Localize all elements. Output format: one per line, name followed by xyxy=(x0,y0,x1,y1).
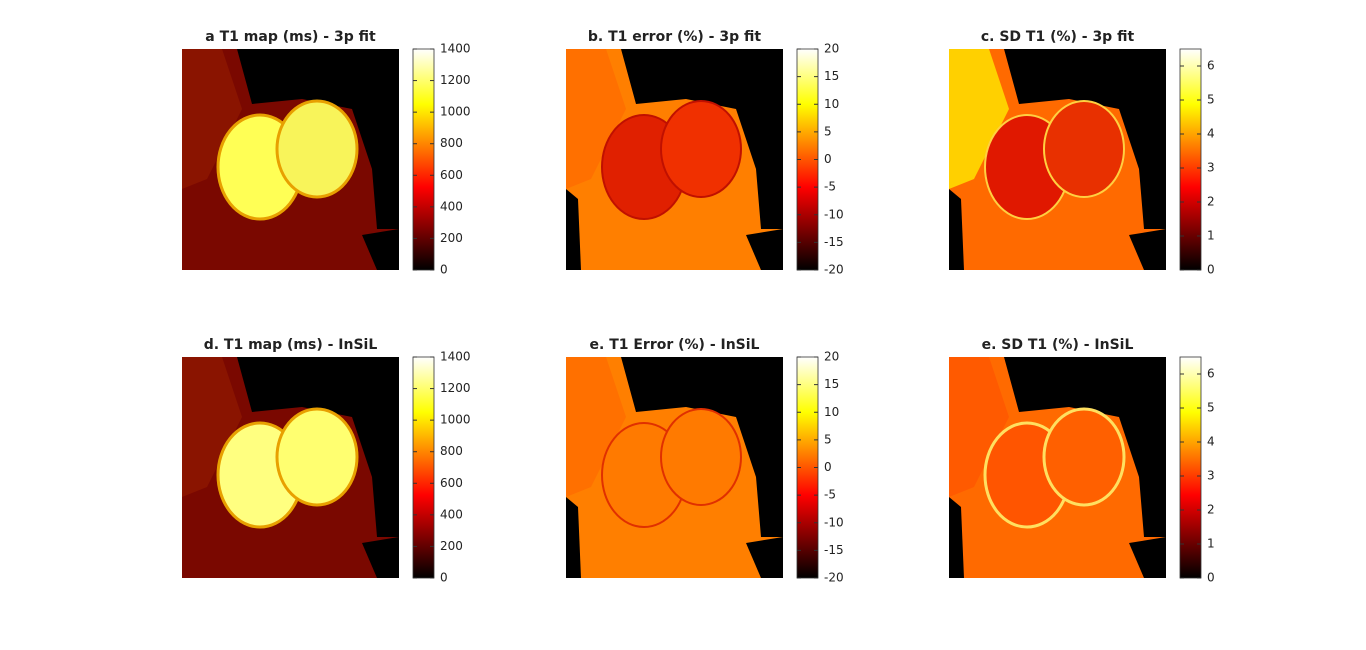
colorbar-tick-label: 0 xyxy=(1207,263,1215,277)
colorbar-tick-label: 5 xyxy=(824,124,832,138)
colorbar-tick-label: 10 xyxy=(824,97,839,111)
image-background xyxy=(949,497,964,578)
image-background xyxy=(362,229,399,270)
colorbar-tick-label: 4 xyxy=(1207,435,1215,449)
colorbar-tick-label: 600 xyxy=(440,168,463,182)
image-background xyxy=(237,357,399,537)
colorbar-tick-label: 1400 xyxy=(440,350,471,364)
image-background xyxy=(621,357,783,537)
colorbar-tick-label: 1400 xyxy=(440,42,471,56)
colorbar-tick-label: -10 xyxy=(824,515,844,529)
image-background xyxy=(1004,357,1166,537)
colorbar-tick-label: 2 xyxy=(1207,503,1215,517)
image-background xyxy=(362,537,399,578)
colorbar-tick-label: 1 xyxy=(1207,229,1215,243)
image-panel xyxy=(566,49,783,270)
colorbar-tick-label: 600 xyxy=(440,476,463,490)
colorbar xyxy=(1179,356,1202,579)
colorbar-tick-label: 5 xyxy=(824,432,832,446)
colorbar-tick-label: -15 xyxy=(824,543,844,557)
colorbar-tick-label: -10 xyxy=(824,207,844,221)
panel-title: c. SD T1 (%) - 3p fit xyxy=(981,29,1135,45)
colorbar-tick-label: 800 xyxy=(440,444,463,458)
image-strip xyxy=(566,49,626,189)
colorbar xyxy=(412,356,435,579)
colorbar-tick-label: 800 xyxy=(440,136,463,150)
colorbar-tick-label: 1000 xyxy=(440,105,471,119)
colorbar-tick-label: 0 xyxy=(824,460,832,474)
colorbar xyxy=(412,48,435,271)
panel-title: e. SD T1 (%) - InSiL xyxy=(982,337,1134,353)
colorbar-tick-label: 1200 xyxy=(440,381,471,395)
panel-title: d. T1 map (ms) - InSiL xyxy=(204,337,378,353)
image-background xyxy=(1004,49,1166,229)
colorbar-tick-label: 6 xyxy=(1207,59,1215,73)
colorbar-tick-label: 200 xyxy=(440,231,463,245)
image-background xyxy=(1129,229,1166,270)
colorbar-tick-label: 0 xyxy=(440,263,448,277)
panel-title: b. T1 error (%) - 3p fit xyxy=(588,29,761,45)
colorbar-tick-label: 400 xyxy=(440,199,463,213)
colorbar-tick-label: 5 xyxy=(1207,93,1215,107)
colorbar-tick-label: 400 xyxy=(440,507,463,521)
image-chamber xyxy=(660,100,742,198)
colorbar xyxy=(1179,48,1202,271)
image-background xyxy=(746,229,783,270)
panel-title: e. T1 Error (%) - InSiL xyxy=(590,337,760,353)
image-chamber xyxy=(1043,100,1125,198)
image-chamber xyxy=(660,408,742,506)
colorbar-tick-label: 200 xyxy=(440,539,463,553)
image-chamber xyxy=(275,407,359,507)
image-background xyxy=(566,189,581,270)
image-background xyxy=(566,497,581,578)
colorbar-tick-label: -15 xyxy=(824,235,844,249)
image-panel xyxy=(949,357,1166,578)
colorbar-tick-label: 0 xyxy=(1207,571,1215,585)
image-background xyxy=(1129,537,1166,578)
colorbar-tick-label: 15 xyxy=(824,377,839,391)
colorbar-tick-label: 15 xyxy=(824,69,839,83)
image-chamber xyxy=(1042,407,1126,507)
colorbar-tick-label: -20 xyxy=(824,263,844,277)
image-chamber xyxy=(275,99,359,199)
colorbar-tick-label: 20 xyxy=(824,350,839,364)
colorbar-tick-label: 20 xyxy=(824,42,839,56)
image-panel xyxy=(566,357,783,578)
colorbar-tick-label: 3 xyxy=(1207,161,1215,175)
image-panel xyxy=(182,357,399,578)
image-strip xyxy=(566,357,626,497)
colorbar-tick-label: 1 xyxy=(1207,537,1215,551)
image-background xyxy=(621,49,783,229)
image-background xyxy=(949,189,964,270)
colorbar-tick-label: 3 xyxy=(1207,469,1215,483)
colorbar-tick-label: -5 xyxy=(824,180,836,194)
image-background xyxy=(237,49,399,229)
image-strip xyxy=(182,49,242,189)
image-panel xyxy=(182,49,399,270)
colorbar-tick-label: 6 xyxy=(1207,367,1215,381)
colorbar-tick-label: 2 xyxy=(1207,195,1215,209)
image-strip xyxy=(949,49,1009,189)
colorbar-tick-label: -5 xyxy=(824,488,836,502)
image-background xyxy=(746,537,783,578)
panel-title: a T1 map (ms) - 3p fit xyxy=(205,29,376,45)
colorbar-tick-label: 1000 xyxy=(440,413,471,427)
colorbar-tick-label: 5 xyxy=(1207,401,1215,415)
image-strip xyxy=(949,357,1009,497)
colorbar-tick-label: 4 xyxy=(1207,127,1215,141)
image-panel xyxy=(949,49,1166,270)
colorbar-tick-label: -20 xyxy=(824,571,844,585)
colorbar-tick-label: 0 xyxy=(824,152,832,166)
colorbar-tick-label: 1200 xyxy=(440,73,471,87)
colorbar-tick-label: 10 xyxy=(824,405,839,419)
colorbar-tick-label: 0 xyxy=(440,571,448,585)
image-strip xyxy=(182,357,242,497)
